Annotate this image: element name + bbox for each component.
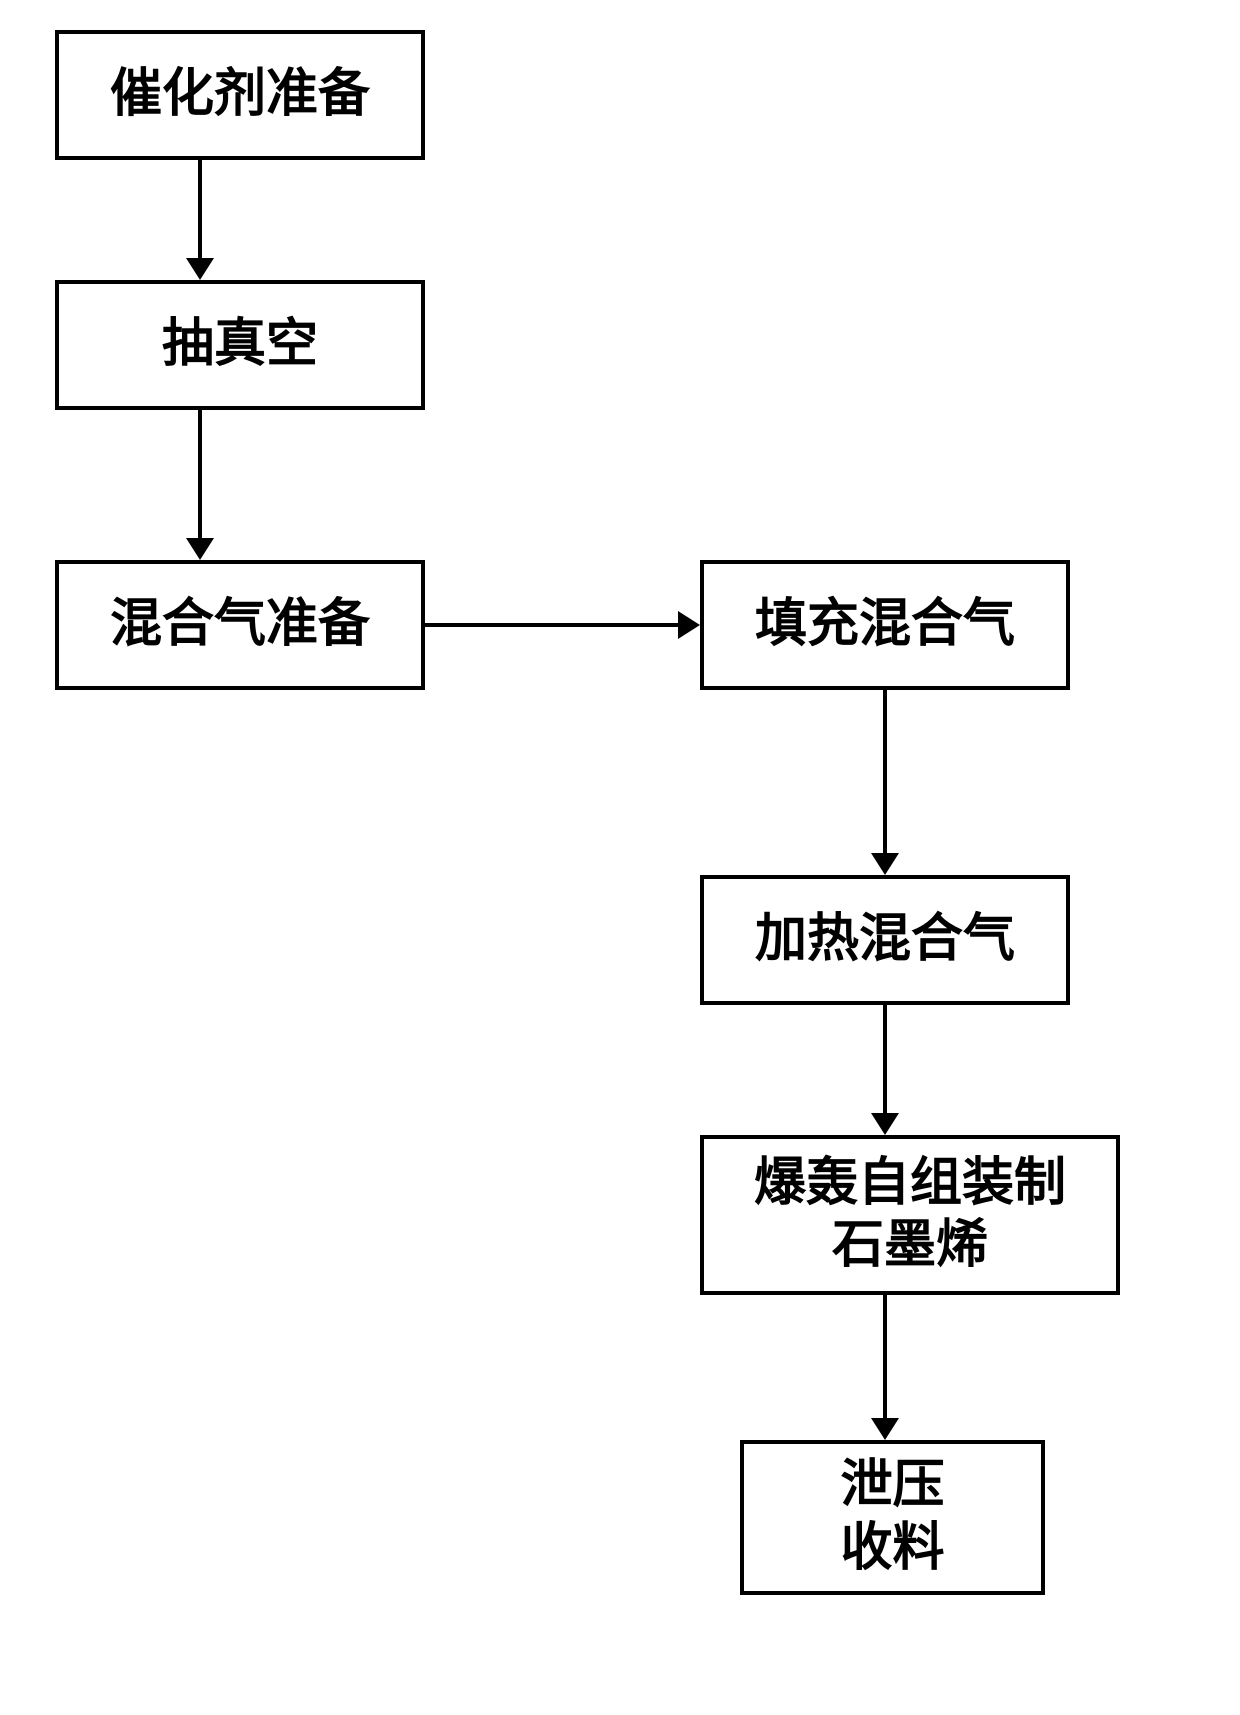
- edge-n4-n5: [883, 690, 887, 853]
- node-vacuum: 抽真空: [55, 280, 425, 410]
- arrowhead-icon: [871, 853, 899, 875]
- arrowhead-icon: [678, 611, 700, 639]
- edge-n6-n7: [883, 1295, 887, 1418]
- arrowhead-icon: [186, 538, 214, 560]
- node-label: 催化剂准备: [110, 64, 370, 126]
- arrowhead-icon: [186, 258, 214, 280]
- node-label: 泄压 收料: [840, 1455, 944, 1580]
- node-gas-prep: 混合气准备: [55, 560, 425, 690]
- node-label: 加热混合气: [755, 909, 1015, 971]
- arrowhead-icon: [871, 1113, 899, 1135]
- node-label: 爆轰自组装制 石墨烯: [754, 1153, 1066, 1278]
- node-label: 混合气准备: [110, 594, 370, 656]
- edge-n5-n6: [883, 1005, 887, 1113]
- edge-n2-n3: [198, 410, 202, 538]
- node-label: 抽真空: [162, 314, 318, 376]
- edge-n1-n2: [198, 160, 202, 258]
- node-gas-heat: 加热混合气: [700, 875, 1070, 1005]
- node-catalyst-prep: 催化剂准备: [55, 30, 425, 160]
- node-gas-fill: 填充混合气: [700, 560, 1070, 690]
- edge-n3-n4: [425, 623, 678, 627]
- node-detonation: 爆轰自组装制 石墨烯: [700, 1135, 1120, 1295]
- node-label: 填充混合气: [755, 594, 1015, 656]
- node-pressure-release: 泄压 收料: [740, 1440, 1045, 1595]
- flowchart-container: 催化剂准备 抽真空 混合气准备 填充混合气 加热混合气 爆轰自组装制 石墨烯 泄…: [0, 0, 1240, 1715]
- arrowhead-icon: [871, 1418, 899, 1440]
